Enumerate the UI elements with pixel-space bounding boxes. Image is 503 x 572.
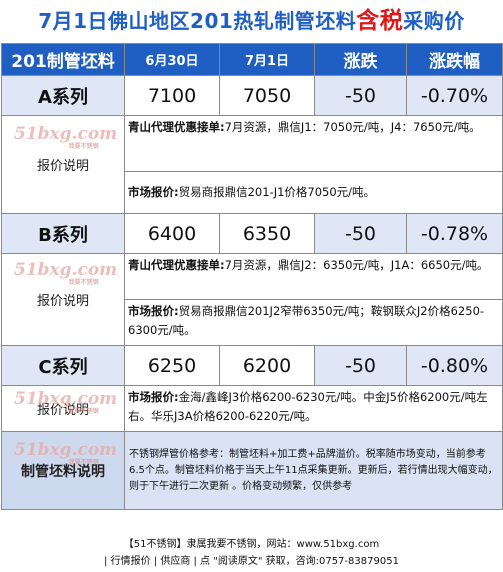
series-row-b: B系列 6400 6350 -50 -0.78% (1, 213, 503, 254)
header-change-pct: 涨跌幅 (406, 43, 503, 76)
header-change: 涨跌 (314, 43, 407, 76)
footer-line2: | 行情报价 | 供应商 | 点 "阅读原文" 获取，咨询:0757-83879… (104, 556, 399, 567)
desc-label: 报价说明 (36, 403, 89, 418)
series-name: B系列 (1, 213, 125, 254)
desc-row: 市场报价:贸易商报鼎信201-J1价格7050元/吨。 (2, 171, 503, 214)
market-quote: 市场报价:贸易商报鼎信201J2窄带6350元/吨；鞍钢联众J2价格6250-6… (124, 299, 503, 346)
market-quote: 市场报价:贸易商报鼎信201-J1价格7050元/吨。 (124, 171, 503, 214)
price-change-pct: -0.70% (406, 75, 503, 116)
desc-label-cell: 51bxg.com 我要不锈钢 报价说明 (1, 253, 125, 346)
desc-row: 51bxg.com 我要不锈钢 报价说明 青山代理优惠接单:7月资源，鼎信J2：6… (1, 253, 503, 346)
price-date1: 7100 (124, 75, 220, 116)
desc-row: 市场报价:贸易商报鼎信201J2窄带6350元/吨；鞍钢联众J2价格6250-6… (2, 299, 503, 346)
price-date1: 6250 (124, 345, 220, 386)
price-change: -50 (314, 345, 407, 386)
final-note: 不锈钢焊管价格参考：制管坯料+加工费+品牌溢价。税率随市场变动，当前参考6.5个… (124, 431, 503, 510)
desc-row: 51bxg.com 我要不锈钢 报价说明 市场报价:金海/鑫峰J3价格6200-6… (1, 385, 503, 432)
footer: 【51不锈钢】隶属我要不锈钢，网站：www.51bxg.com | 行情报价 |… (0, 536, 503, 570)
agent-title: 青山代理优惠接单: (128, 258, 225, 272)
title-main: 7月1日佛山地区201热轧制管坯料 (38, 9, 357, 33)
market-title: 市场报价: (128, 304, 179, 318)
page-title: 7月1日佛山地区201热轧制管坯料含税采购价 (0, 0, 503, 42)
market-title: 市场报价: (128, 185, 179, 199)
price-date2: 6200 (219, 345, 315, 386)
market-text: 金海/鑫峰J3价格6200-6230元/吨。中金J5价格6200元/吨左右。华乐… (128, 390, 488, 423)
desc-row: 51bxg.com 我要不锈钢 报价说明 青山代理优惠接单:7月资源，鼎信J1：7… (1, 115, 503, 214)
title-suffix: 采购价 (403, 9, 465, 33)
final-row: 51bxg.com 我要不锈钢 制管坯料说明 不锈钢焊管价格参考：制管坯料+加工费… (1, 431, 503, 510)
header-product: 201制管坯料 (1, 43, 125, 76)
price-change-pct: -0.78% (406, 213, 503, 254)
market-quote: 市场报价:金海/鑫峰J3价格6200-6230元/吨。中金J5价格6200元/吨… (124, 385, 503, 432)
series-name: C系列 (1, 345, 125, 386)
price-change-pct: -0.80% (406, 345, 503, 386)
price-table: 201制管坯料 6月30日 7月1日 涨跌 涨跌幅 A系列 7100 7050 … (1, 43, 503, 510)
header-row: 201制管坯料 6月30日 7月1日 涨跌 涨跌幅 (1, 43, 503, 76)
market-text: 贸易商报鼎信201J2窄带6350元/吨；鞍钢联众J2价格6250-6300元/… (128, 304, 485, 337)
desc-label: 报价说明 (36, 294, 89, 309)
agent-text: 7月资源，鼎信J1：7050元/吨，J4：7650元/吨。 (224, 120, 481, 134)
desc-label-cell: 51bxg.com 我要不锈钢 报价说明 (1, 385, 125, 432)
header-date2: 7月1日 (219, 43, 315, 76)
agent-title: 青山代理优惠接单: (128, 120, 225, 134)
price-date2: 7050 (219, 75, 315, 116)
final-label-cell: 51bxg.com 我要不锈钢 制管坯料说明 (1, 431, 125, 510)
watermark-logo: 51bxg.com 我要不锈钢 (14, 440, 118, 466)
price-change: -50 (314, 213, 407, 254)
market-text: 贸易商报鼎信201-J1价格7050元/吨。 (178, 185, 376, 199)
watermark-logo: 51bxg.com 我要不锈钢 (14, 260, 118, 286)
watermark-logo: 51bxg.com 我要不锈钢 (14, 389, 118, 415)
watermark-logo: 51bxg.com 我要不锈钢 (14, 124, 118, 150)
final-label: 制管坯料说明 (21, 463, 105, 480)
price-date2: 6350 (219, 213, 315, 254)
price-date1: 6400 (124, 213, 220, 254)
footer-line1: 【51不锈钢】隶属我要不锈钢，网站：www.51bxg.com (123, 539, 380, 550)
agent-text: 7月资源，鼎信J2：6350元/吨，J1A：6650元/吨。 (224, 258, 489, 272)
series-row-a: A系列 7100 7050 -50 -0.70% (1, 75, 503, 116)
price-change: -50 (314, 75, 407, 116)
series-name: A系列 (1, 75, 125, 116)
title-highlight: 含税 (356, 8, 404, 34)
agent-offer: 青山代理优惠接单:7月资源，鼎信J2：6350元/吨，J1A：6650元/吨。 (124, 253, 503, 300)
series-row-c: C系列 6250 6200 -50 -0.80% (1, 345, 503, 386)
desc-label: 报价说明 (36, 159, 89, 174)
market-title: 市场报价: (128, 390, 179, 404)
header-date1: 6月30日 (124, 43, 220, 76)
agent-offer: 青山代理优惠接单:7月资源，鼎信J1：7050元/吨，J4：7650元/吨。 (124, 115, 503, 172)
desc-label-cell: 51bxg.com 我要不锈钢 报价说明 (1, 115, 125, 214)
